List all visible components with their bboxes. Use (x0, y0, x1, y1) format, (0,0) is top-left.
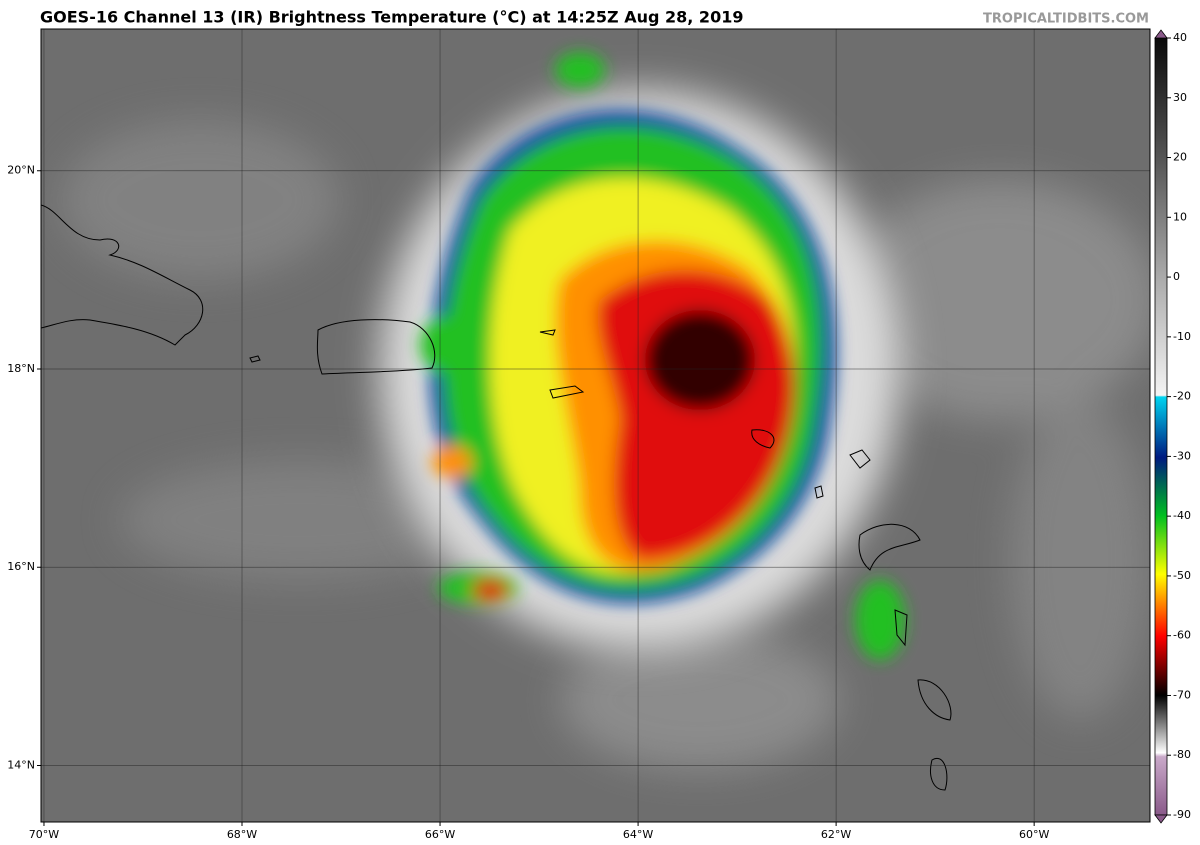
credit: TROPICALTIDBITS.COM (983, 12, 1149, 27)
colorbar-tick-label: -80 (1173, 748, 1191, 761)
title: GOES-16 Channel 13 (IR) Brightness Tempe… (40, 8, 743, 27)
colorbar-tick-label: -30 (1173, 449, 1191, 462)
x-tick-label: 64°W (623, 828, 653, 841)
x-tick-label: 66°W (425, 828, 455, 841)
colorbar-tick-label: -60 (1173, 629, 1191, 642)
colorbar-tick-label: 10 (1173, 210, 1187, 223)
x-tick-label: 70°W (29, 828, 59, 841)
colorbar-tick-label: 20 (1173, 151, 1187, 164)
x-tick-label: 60°W (1019, 828, 1049, 841)
satellite-image (41, 29, 1150, 822)
coastlines (41, 204, 952, 791)
colorbar-ends (1154, 29, 1168, 824)
y-tick-label: 14°N (7, 758, 35, 771)
colorbar-tick-label: -40 (1173, 509, 1191, 522)
x-tick-label: 62°W (821, 828, 851, 841)
x-tick-label: 68°W (227, 828, 257, 841)
colorbar-tick-label: -10 (1173, 330, 1191, 343)
colorbar (1154, 37, 1168, 816)
colorbar-tick-label: -20 (1173, 390, 1191, 403)
colorbar-tick-label: -70 (1173, 688, 1191, 701)
map-frame (40, 28, 1151, 823)
y-tick-label: 20°N (7, 164, 35, 177)
colorbar-tick-label: 0 (1173, 270, 1180, 283)
colorbar-tick-label: -50 (1173, 569, 1191, 582)
colorbar-tick-label: 30 (1173, 91, 1187, 104)
colorbar-tick-label: -90 (1173, 808, 1191, 821)
y-tick-label: 16°N (7, 560, 35, 573)
y-tick-label: 18°N (7, 362, 35, 375)
colorbar-tick-label: 40 (1173, 31, 1187, 44)
